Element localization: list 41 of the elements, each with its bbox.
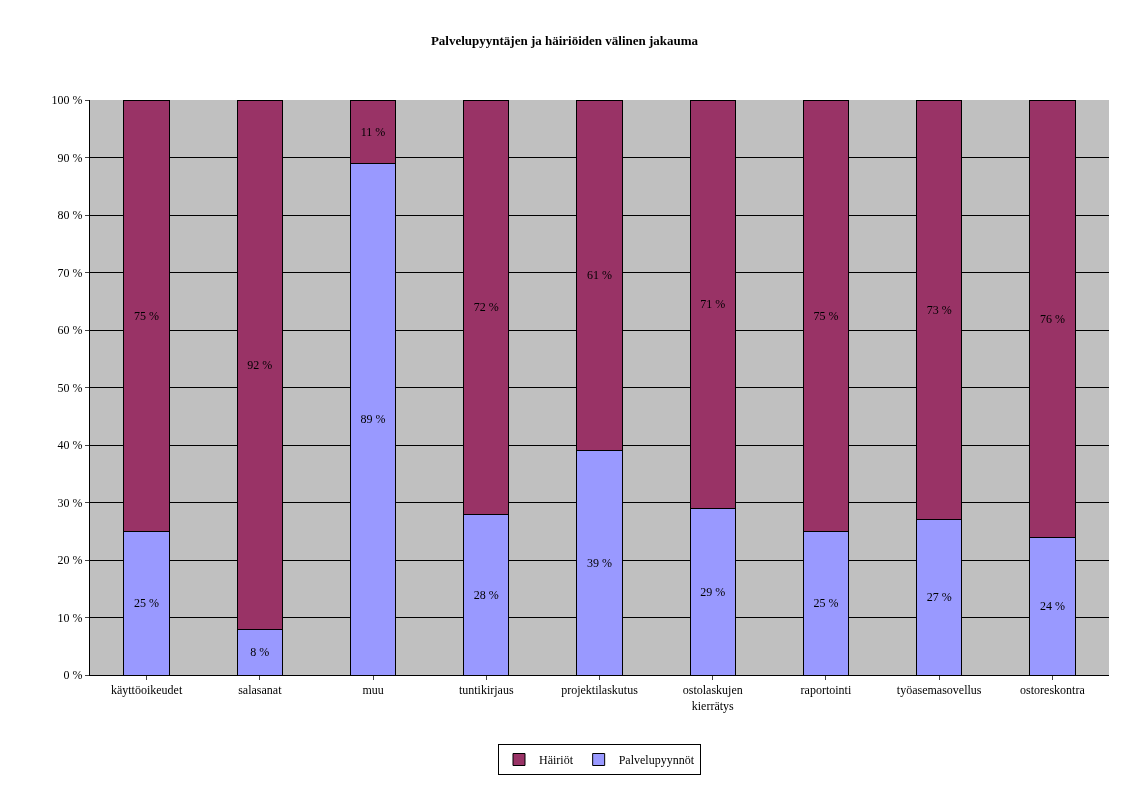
y-tick-label: 90 % — [57, 150, 83, 165]
y-tick-label: 80 % — [57, 208, 83, 223]
data-label: 29 % — [700, 584, 726, 599]
data-label: 28 % — [473, 587, 499, 602]
data-label: 75 % — [134, 308, 160, 323]
y-tick-label: 20 % — [57, 553, 83, 568]
data-label: 73 % — [926, 302, 952, 317]
data-label: 39 % — [587, 555, 612, 570]
x-tick-label: salasanat — [238, 683, 283, 698]
chart-title: Palvelupyyntäjen ja häiriöiden välinen jakauma — [430, 32, 699, 48]
x-tick-label: ostoreskontra — [1020, 683, 1086, 698]
legend-label: Palvelupyynnöt — [618, 753, 695, 768]
y-tick-label: 40 % — [57, 438, 83, 453]
data-label: 75 % — [813, 308, 839, 323]
data-label: 71 % — [700, 297, 726, 312]
data-label: 27 % — [926, 590, 952, 605]
y-tick-label: 30 % — [57, 495, 83, 510]
data-label: 89 % — [360, 412, 386, 427]
y-tick-label: 60 % — [57, 323, 83, 338]
data-label: 92 % — [247, 357, 273, 372]
x-tick-label: projektilaskutus — [561, 683, 639, 698]
legend-label: Häiriöt — [539, 753, 574, 768]
y-tick-label: 50 % — [57, 380, 83, 395]
data-label: 61 % — [587, 268, 612, 283]
x-tick-label: tuntikirjaus — [458, 683, 514, 698]
y-tick-label: 100 % — [51, 93, 83, 108]
x-tick-label: muu — [362, 683, 384, 698]
data-label: 76 % — [1039, 311, 1065, 326]
data-label: 24 % — [1039, 599, 1065, 613]
data-label: 25 % — [134, 596, 160, 611]
x-tick-label: työasemasovellus — [896, 683, 982, 698]
x-tick-label: raportointi — [800, 683, 852, 698]
data-label: 8 % — [250, 645, 270, 659]
y-tick-label: 0 % — [63, 668, 83, 683]
y-tick-label: 10 % — [57, 610, 83, 625]
data-label: 11 % — [360, 124, 386, 139]
y-tick-label: 70 % — [57, 265, 83, 280]
x-tick-label: käyttöoikeudet — [110, 683, 183, 698]
data-label: 25 % — [813, 596, 839, 611]
data-label: 72 % — [473, 300, 499, 314]
x-tick-label: ostolaskujen kierrätys — [682, 683, 743, 713]
